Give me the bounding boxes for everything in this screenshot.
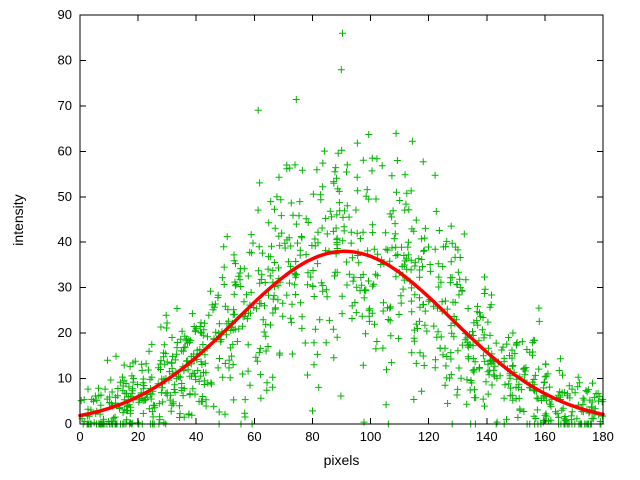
- x-tick-label: 20: [131, 429, 145, 444]
- y-tick-label: 30: [58, 280, 72, 295]
- x-tick-label: 180: [592, 429, 614, 444]
- y-tick-label: 60: [58, 143, 72, 158]
- plot-border: [79, 14, 604, 425]
- x-tick-label: 120: [418, 429, 440, 444]
- x-tick-label: 160: [534, 429, 556, 444]
- y-axis-label: intensity: [10, 194, 26, 246]
- x-tick-label: 40: [189, 429, 203, 444]
- y-tick-label: 50: [58, 189, 72, 204]
- fit-curve: [78, 249, 605, 418]
- scatter-points: [77, 29, 607, 428]
- y-tick-label: 20: [58, 325, 72, 340]
- y-tick-label: 90: [58, 7, 72, 22]
- y-tick-label: 70: [58, 98, 72, 113]
- x-axis-label: pixels: [323, 452, 360, 468]
- y-tick-label: 40: [58, 234, 72, 249]
- y-tick-label: 0: [65, 416, 72, 431]
- y-tick-label: 80: [58, 52, 72, 67]
- x-tick-label: 80: [305, 429, 319, 444]
- x-tick-label: 140: [476, 429, 498, 444]
- y-tick-label: 10: [58, 371, 72, 386]
- x-tick-label: 100: [360, 429, 382, 444]
- x-tick-label: 60: [247, 429, 261, 444]
- x-tick-label: 0: [76, 429, 83, 444]
